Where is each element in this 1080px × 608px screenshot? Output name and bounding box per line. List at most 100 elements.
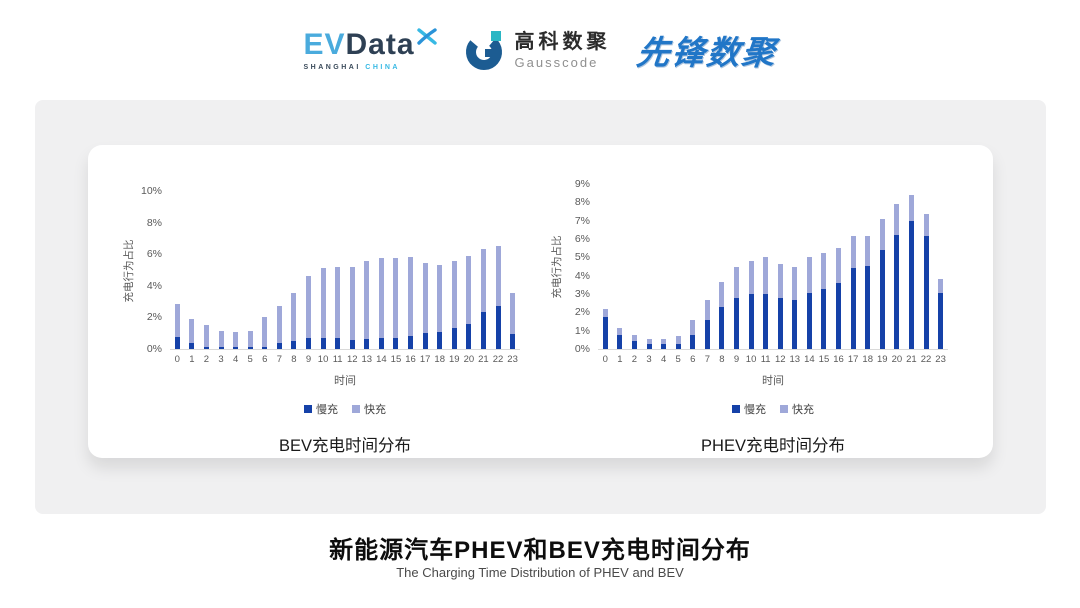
phev-plot-area: 充电行为占比 0% 1% 2% 3% 4% 5% 6% 7% 8% 9% xyxy=(551,178,948,355)
stacked-bar xyxy=(335,266,341,349)
bar-segment-slow xyxy=(748,294,754,349)
bar-segment-slow xyxy=(393,337,399,349)
x-tick-label: 23 xyxy=(935,354,946,365)
x-tick-label: 12 xyxy=(774,354,786,365)
stacked-bar xyxy=(466,255,472,349)
stacked-bar xyxy=(393,258,399,349)
stacked-bar xyxy=(291,292,297,349)
bar-segment-slow xyxy=(378,337,384,349)
main-title: 新能源汽车PHEV和BEV充电时间分布 xyxy=(329,537,751,564)
bar-slot xyxy=(476,192,491,349)
stacked-bar xyxy=(938,279,944,349)
x-tick-label: 14 xyxy=(804,354,815,365)
bar-segment-slow xyxy=(305,337,311,349)
legend-label: 快充 xyxy=(364,404,386,416)
bar-segment-slow xyxy=(422,333,428,349)
bar-segment-slow xyxy=(661,344,667,349)
bar-segment-fast xyxy=(879,218,885,250)
bar-slot xyxy=(374,192,389,349)
bar-slot xyxy=(214,192,229,349)
gausscode-logo: 高科数聚 Gausscode xyxy=(464,29,611,71)
phev-x-tick-labels: 0 1 2 3 4 5 6 7 8 9 10 11 12 13 14 15 16 17 18 19 20 21 22 23 xyxy=(598,354,948,365)
bar-segment-fast xyxy=(364,260,370,339)
stacked-bar xyxy=(704,299,710,349)
stacked-bar xyxy=(923,214,929,349)
bar-segment-fast xyxy=(748,261,754,294)
y-tick-label: 2% xyxy=(146,311,162,324)
bar-segment-fast xyxy=(510,292,516,334)
bar-segment-slow xyxy=(364,338,370,349)
phev-x-axis-title: 时间 xyxy=(762,375,784,387)
bar-segment-slow xyxy=(233,347,239,349)
stacked-bar xyxy=(602,308,608,349)
stacked-bar xyxy=(763,257,769,349)
gausscode-wordmark: 高科数聚 Gausscode xyxy=(515,31,611,70)
stacked-bar xyxy=(733,266,739,349)
bar-segment-fast xyxy=(466,255,472,324)
x-tick-label: 5 xyxy=(247,354,253,365)
evdata-tagline: SHANGHAI CHINA xyxy=(303,64,437,71)
y-tick-label: 7% xyxy=(574,214,590,227)
bar-slot xyxy=(199,192,214,349)
bar-segment-slow xyxy=(262,346,268,349)
bar-segment-fast xyxy=(836,248,842,283)
bar-segment-slow xyxy=(408,336,414,349)
bar-slot xyxy=(257,192,272,349)
stacked-bar xyxy=(233,331,239,349)
x-tick-label: 4 xyxy=(232,354,239,365)
bar-segment-slow xyxy=(850,268,856,349)
legend-swatch-icon xyxy=(732,405,740,413)
bar-slot xyxy=(447,192,462,349)
stacked-bar xyxy=(617,327,623,349)
evdata-data-text: Data xyxy=(345,27,415,61)
bar-segment-fast xyxy=(393,258,399,338)
bar-slot xyxy=(170,192,185,349)
bar-segment-slow xyxy=(617,335,623,349)
bar-segment-slow xyxy=(510,334,516,349)
y-tick-label: 8% xyxy=(574,196,590,209)
legend-label: 快充 xyxy=(792,404,814,416)
bar-slot xyxy=(758,185,773,349)
bar-slot xyxy=(243,192,258,349)
bar-segment-slow xyxy=(291,341,297,349)
x-tick-label: 23 xyxy=(507,354,518,365)
bar-segment-fast xyxy=(408,257,414,337)
bar-segment-fast xyxy=(480,248,486,312)
bar-segment-fast xyxy=(349,266,355,340)
bar-segment-slow xyxy=(777,297,783,349)
stacked-bar xyxy=(510,292,516,349)
x-tick-label: 13 xyxy=(789,354,801,365)
stacked-bar xyxy=(661,338,667,349)
bar-segment-slow xyxy=(806,293,812,349)
bar-segment-slow xyxy=(675,343,681,349)
bar-segment-fast xyxy=(908,195,914,221)
bar-segment-slow xyxy=(763,294,769,349)
bar-segment-fast xyxy=(821,252,827,290)
stacked-bar xyxy=(690,319,696,349)
bar-segment-fast xyxy=(602,308,608,317)
bar-slot xyxy=(933,185,948,349)
y-tick-label: 1% xyxy=(574,324,590,337)
x-tick-label: 19 xyxy=(448,354,460,365)
bar-segment-fast xyxy=(617,327,623,336)
bar-slot xyxy=(875,185,890,349)
bar-segment-fast xyxy=(938,279,944,294)
x-tick-label: 10 xyxy=(317,354,329,365)
y-tick-label: 10% xyxy=(140,185,162,197)
bar-slot xyxy=(505,192,520,349)
bar-segment-slow xyxy=(879,250,885,349)
bar-segment-slow xyxy=(349,339,355,349)
bar-slot xyxy=(301,192,316,349)
gausscode-cn-text: 高科数聚 xyxy=(514,30,611,53)
legend-item: 慢充 xyxy=(732,401,766,417)
bar-slot xyxy=(890,185,905,349)
bar-segment-fast xyxy=(305,276,311,338)
x-tick-label: 6 xyxy=(262,354,268,365)
x-tick-label: 1 xyxy=(189,354,195,365)
x-tick-label: 9 xyxy=(305,354,312,365)
stacked-bar xyxy=(349,266,355,349)
x-tick-label: 8 xyxy=(719,354,725,365)
legend-label: 慢充 xyxy=(316,404,338,416)
bar-segment-fast xyxy=(631,335,637,341)
